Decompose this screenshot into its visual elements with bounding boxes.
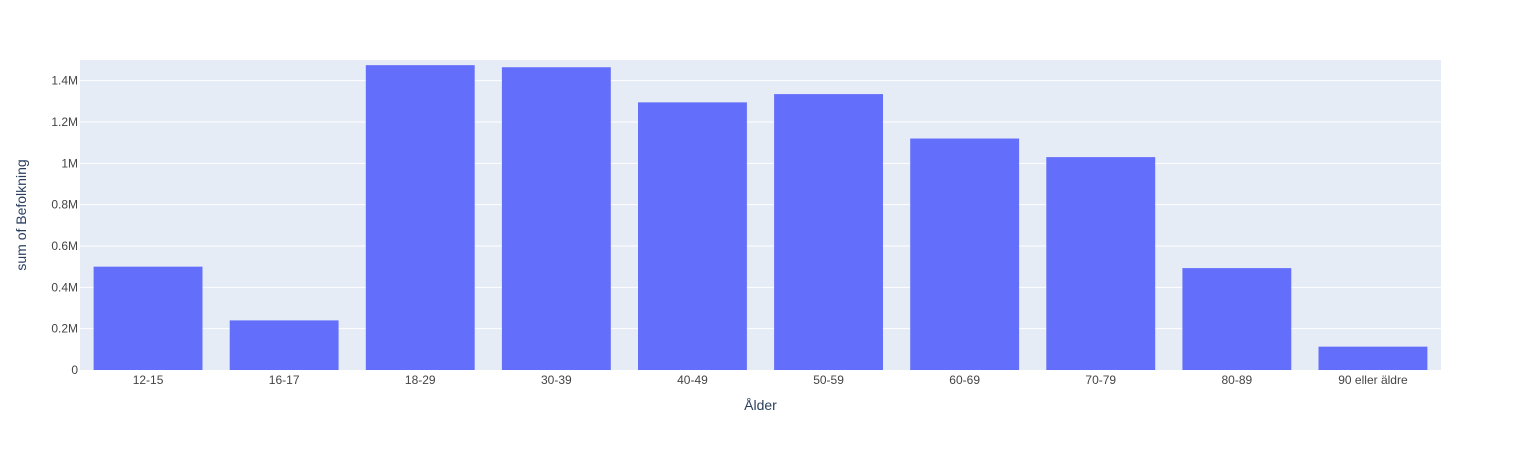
y-axis-ticks: 0 0.2M 0.4M 0.6M 0.8M 1M 1.2M 1.4M [51,74,78,377]
x-tick-label: 60-69 [949,373,980,387]
x-tick-label: 80-89 [1221,373,1252,387]
y-tick-label: 1M [61,156,78,170]
y-tick-label: 0.4M [51,280,78,294]
x-tick-label: 50-59 [813,373,844,387]
x-tick-label: 90 eller äldre [1338,373,1408,387]
x-axis-ticks: 12-15 16-17 18-29 30-39 40-49 50-59 60-69 70-79… [133,373,1408,387]
bar-50-59[interactable] [774,94,883,370]
y-tick-label: 1.2M [51,115,78,129]
bars [93,65,1428,371]
bar-90-eller-äldre[interactable] [1318,346,1428,370]
bar-70-79[interactable] [1046,157,1156,370]
bar-12-15[interactable] [93,266,203,370]
x-tick-label: 18-29 [405,373,436,387]
x-tick-label: 12-15 [133,373,164,387]
bar-40-49[interactable] [638,102,747,370]
y-tick-label: 0.8M [51,198,78,212]
bar-18-29[interactable] [365,65,475,371]
bar-60-69[interactable] [910,138,1020,370]
y-axis-title: sum of Befolkning [13,159,29,270]
bar-80-89[interactable] [1182,268,1292,370]
bar-16-17[interactable] [229,320,339,370]
y-tick-label: 0.6M [51,239,78,253]
y-tick-label: 1.4M [51,74,78,88]
x-tick-label: 16-17 [269,373,300,387]
x-tick-label: 30-39 [541,373,572,387]
x-tick-label: 40-49 [677,373,708,387]
y-tick-label: 0.2M [51,322,78,336]
bar-30-39[interactable] [501,67,611,370]
x-axis-title: Ålder [744,397,777,413]
x-tick-label: 70-79 [1085,373,1116,387]
y-tick-label: 0 [71,363,78,377]
